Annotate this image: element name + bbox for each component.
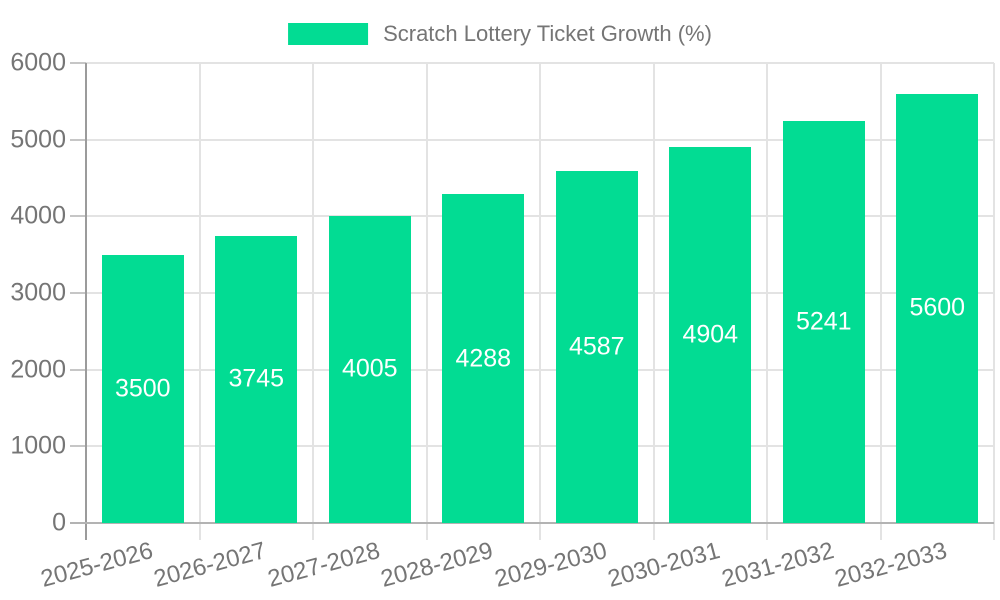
y-tick-label: 5000 [10,125,66,154]
bar [896,93,979,523]
x-tick-label: 2028-2029 [378,537,497,593]
x-tick-label: 2031-2032 [718,537,837,593]
x-gridline [312,63,314,540]
y-axis-tick [70,445,86,448]
x-gridline [652,63,655,540]
bar [215,235,298,523]
x-tick-label: 2032-2033 [832,537,951,593]
y-axis-tick [70,368,86,371]
bar [782,121,865,523]
y-tick-label: 3000 [10,278,66,307]
bar-value-label: 5600 [909,293,966,322]
x-gridline [879,63,882,540]
bar-value-label: 4587 [568,332,625,361]
y-tick-label: 4000 [10,201,66,230]
bar-value-label: 5241 [795,307,852,336]
x-gridline [993,63,995,540]
y-axis-tick [70,292,86,294]
x-gridline [766,63,768,540]
bar [555,171,638,523]
bar-value-label: 3500 [114,374,171,403]
bar [328,215,411,523]
bar [101,254,184,523]
bar [442,194,525,523]
legend-label: Scratch Lottery Ticket Growth (%) [383,21,712,46]
legend-item[interactable]: Scratch Lottery Ticket Growth (%) [288,21,712,47]
y-tick-label: 0 [52,508,66,537]
bar-value-label: 3745 [228,364,285,393]
x-axis-line [70,522,994,524]
y-tick-label: 1000 [10,431,66,460]
bar-value-label: 4904 [682,320,739,349]
y-axis-tick [70,62,86,64]
x-tick-label: 2026-2027 [151,537,270,593]
y-axis-tick [70,215,86,218]
x-tick-label: 2029-2030 [491,537,610,593]
x-tick-label: 2025-2026 [37,537,156,593]
x-gridline [198,63,201,540]
x-tick-label: 2030-2031 [605,537,724,593]
bar-value-label: 4288 [455,344,512,373]
bar [669,147,752,523]
y-tick-label: 2000 [10,355,66,384]
y-tick-label: 6000 [10,48,66,77]
y-axis-tick [70,138,86,141]
legend-swatch [288,23,369,45]
y-axis-line [85,63,87,540]
bar-value-label: 4005 [341,354,398,383]
x-tick-label: 2027-2028 [264,537,383,593]
x-gridline [425,63,428,540]
x-gridline [539,63,541,540]
